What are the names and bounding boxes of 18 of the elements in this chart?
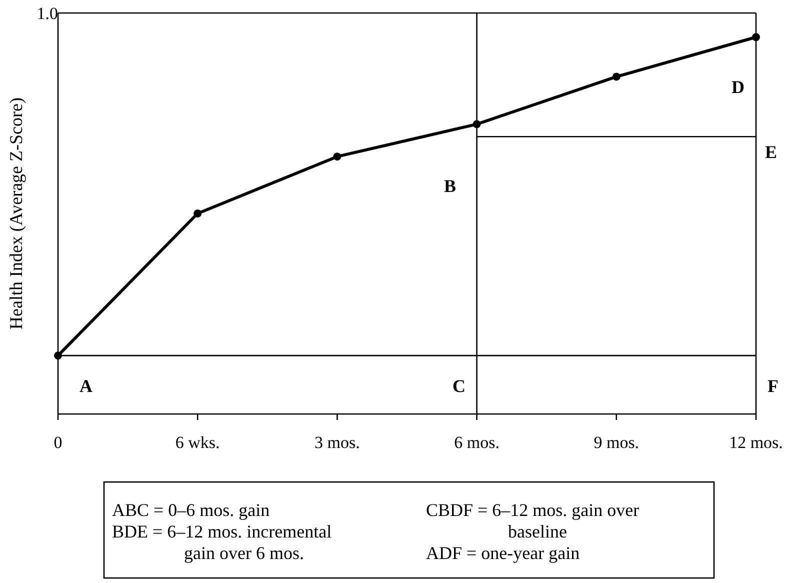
text: ABC = 0–6 mos. gain	[112, 500, 270, 520]
text: ADF = one-year gain	[426, 543, 580, 563]
annotation: A	[80, 376, 92, 396]
x-tick-label: 3 mos.	[314, 433, 360, 452]
annotation: D	[732, 77, 744, 97]
annotation: B	[444, 176, 456, 196]
x-tick-label: 12 mos.	[729, 433, 783, 452]
y-axis-title: Health Index (Average Z-Score)	[6, 97, 26, 330]
text: 1.0	[36, 4, 58, 23]
text: BDE = 6–12 mos. incremental gain over 6 mos.	[112, 522, 332, 563]
text: CBDF = 6–12 mos. gain over baseline	[426, 500, 640, 542]
x-tick-label: 6 wks.	[175, 433, 220, 452]
x-tick-label: 0	[54, 433, 62, 452]
annotation: C	[452, 376, 466, 396]
x-tick-label: 6 mos.	[454, 433, 500, 452]
text: E	[764, 142, 778, 162]
x-tick-label: 9 mos.	[594, 433, 640, 452]
text: F	[768, 376, 778, 396]
